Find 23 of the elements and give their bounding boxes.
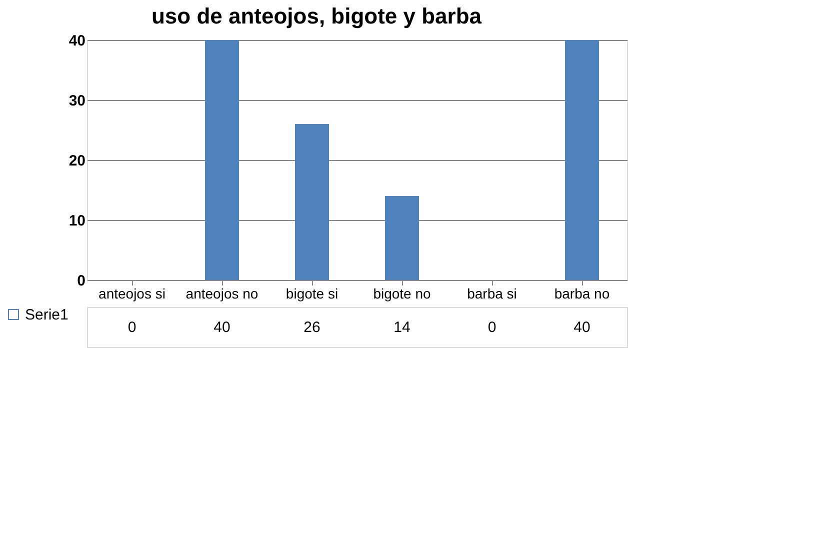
bar — [295, 124, 329, 280]
y-tick-label: 30 — [68, 92, 86, 110]
y-tick-label: 20 — [68, 152, 86, 170]
legend-label: Serie1 — [25, 306, 68, 324]
x-tick-label: barba no — [554, 286, 610, 302]
data-label: 14 — [394, 319, 410, 336]
x-tick-label: bigote no — [373, 286, 432, 302]
x-tick-label: anteojos si — [98, 286, 166, 302]
data-label: 40 — [214, 319, 230, 336]
bar — [205, 40, 239, 280]
data-label: 0 — [488, 319, 496, 336]
y-tick-label: 0 — [77, 272, 86, 290]
x-tick-label: barba si — [467, 286, 517, 302]
data-label: 40 — [574, 319, 590, 336]
chart-title: uso de anteojos, bigote y barba — [151, 4, 482, 28]
x-tick-label: bigote si — [286, 286, 338, 302]
data-label: 26 — [304, 319, 320, 336]
data-label: 0 — [128, 319, 136, 336]
y-tick-label: 10 — [68, 212, 86, 230]
bar — [385, 196, 419, 280]
bar — [565, 40, 599, 280]
y-tick-label: 40 — [68, 32, 86, 50]
x-tick-label: anteojos no — [186, 286, 258, 302]
